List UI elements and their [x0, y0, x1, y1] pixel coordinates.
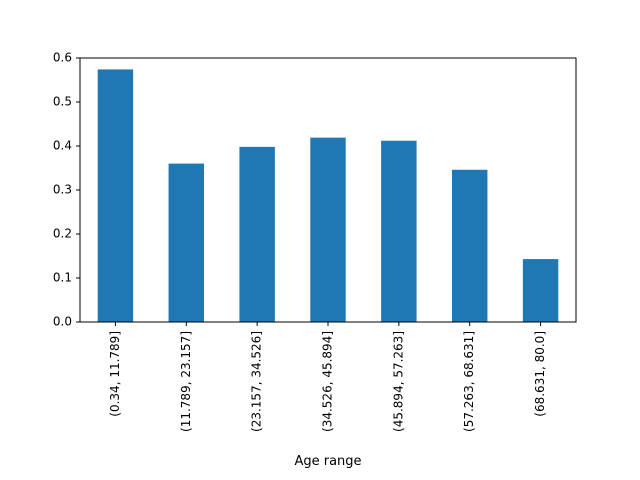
- bars-group: [97, 69, 559, 322]
- x-tick-label: (45.894, 57.263]: [391, 331, 405, 432]
- bar: [97, 69, 134, 322]
- bar: [310, 137, 346, 322]
- y-tick-label: 0.3: [53, 183, 72, 197]
- bar: [522, 259, 559, 322]
- x-axis: (0.34, 11.789] (11.789, 23.157] (23.157, 3…: [108, 322, 547, 432]
- x-tick-label: (0.34, 11.789]: [108, 331, 122, 417]
- bar: [168, 163, 204, 322]
- y-tick-label: 0.2: [53, 227, 72, 241]
- x-tick-label: (11.789, 23.157]: [179, 331, 193, 432]
- bar: [452, 169, 488, 322]
- plot-frame: [79, 57, 577, 323]
- y-axis: 0.0 0.1 0.2 0.3 0.4 0.5 0.6: [53, 51, 80, 329]
- bar: [381, 140, 417, 322]
- y-tick-label: 0.4: [53, 139, 72, 153]
- x-tick-label: (68.631, 80.0]: [533, 331, 547, 417]
- x-tick-label: (23.157, 34.526]: [250, 331, 264, 432]
- y-tick-label: 0.1: [53, 271, 72, 285]
- x-tick-label: (34.526, 45.894]: [321, 331, 335, 432]
- x-axis-label: Age range: [294, 454, 361, 469]
- bar: [239, 146, 275, 322]
- x-tick-label: (57.263, 68.631]: [462, 331, 476, 432]
- y-tick-label: 0.5: [53, 95, 72, 109]
- y-tick-label: 0.0: [53, 315, 72, 329]
- y-tick-label: 0.6: [53, 51, 72, 65]
